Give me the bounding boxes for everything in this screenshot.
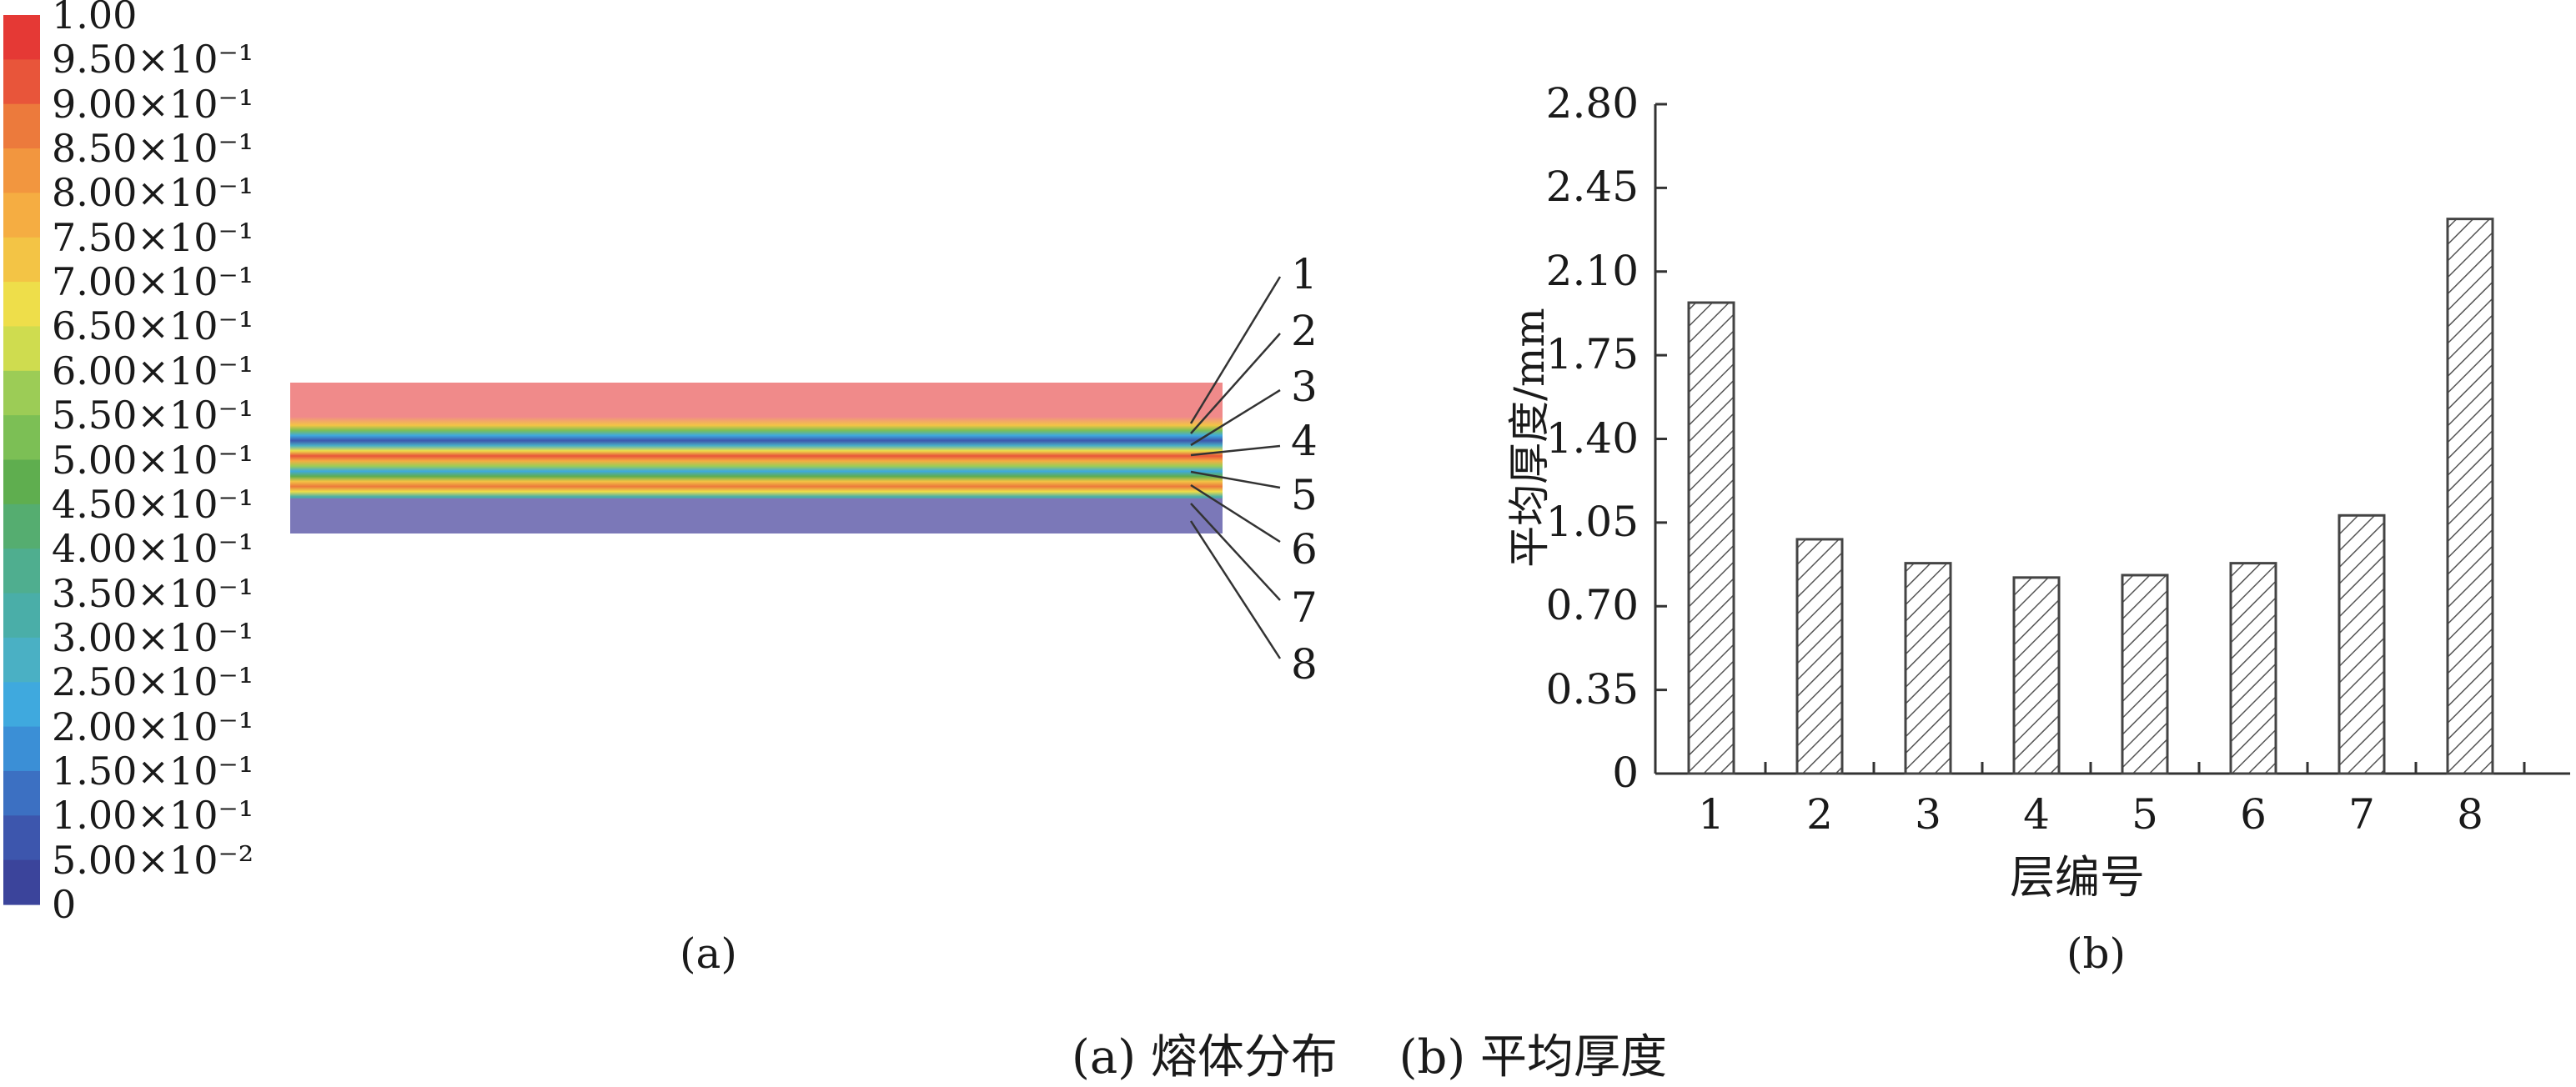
y-ticks [1655,103,1667,775]
bar [1795,538,1844,775]
leader-line [1190,333,1281,434]
colorbar-tick-label: 4.50×10⁻¹ [52,481,254,527]
colorbar-tick-label: 3.50×10⁻¹ [52,570,254,616]
colorbar-segment [3,503,40,549]
panel-label-a: (a) [680,929,737,978]
colorbar-segment [3,282,40,328]
field-interface-bands [290,417,1223,502]
x-axis-label: 层编号 [2010,851,2145,904]
colorbar-segment [3,326,40,372]
colorbar-segment [3,637,40,683]
layer-label: 2 [1291,307,1318,355]
y-tick-label: 2.45 [1545,163,1639,212]
layer-label: 8 [1291,640,1318,689]
colorbar-tick-label: 8.00×10⁻¹ [52,170,254,216]
bar [2446,218,2494,775]
leader-line [1190,444,1281,457]
figure-caption: (a) 熔体分布 (b) 平均厚度 [1072,1030,1668,1084]
leader-line [1190,470,1281,489]
colorbar-tick-label: 1.50×10⁻¹ [52,748,254,794]
layer-label: 3 [1291,363,1318,411]
colorbar-tick-label: 7.50×10⁻¹ [52,214,254,260]
colorbar-segment [3,593,40,639]
colorbar-segment [3,193,40,238]
colorbar-segment [3,859,40,905]
leader-line [1189,276,1282,424]
leader-line [1190,388,1281,447]
y-tick-label: 2.10 [1545,246,1639,295]
bar [1904,562,1952,775]
y-tick-label: 1.75 [1545,330,1639,379]
colorbar-segment [3,815,40,861]
colorbar-tick-label: 7.00×10⁻¹ [52,259,254,305]
x-tick-label: 1 [1698,790,1725,839]
colorbar-segment [3,682,40,728]
panel-label-b: (b) [2066,929,2127,978]
bars [1687,218,2494,775]
layer-label: 5 [1291,471,1318,519]
colorbar-tick-label: 1.00×10⁻¹ [52,793,254,839]
bar [2121,574,2169,775]
colorbar-tick-label: 2.50×10⁻¹ [52,659,254,705]
x-tick-label: 7 [2348,790,2375,839]
x-ticks [1764,762,2526,774]
leader-line [1189,520,1282,659]
colorbar-tick-label: 9.00×10⁻¹ [52,81,254,127]
bar [1687,301,1735,775]
x-tick-label: 4 [2023,790,2050,839]
field-top-layer [290,383,1223,419]
colorbar-tick-label: 0 [52,882,77,927]
colorbar-segment [3,415,40,461]
layer-label: 7 [1291,584,1318,632]
x-tick-label: 5 [2132,790,2158,839]
field-bottom-layer [290,498,1223,533]
colorbar-tick-label: 1.00 [52,0,138,38]
leader-line [1190,483,1281,544]
colorbar-tick-label: 3.00×10⁻¹ [52,614,254,660]
colorbar-segment [3,726,40,772]
y-tick-label: 1.40 [1545,413,1639,463]
bar [2337,513,2386,775]
layer-label: 4 [1291,417,1318,465]
colorbar-tick-label: 2.00×10⁻¹ [52,704,254,749]
layer-leader-lines [1189,276,1282,659]
y-tick-label: 2.80 [1545,79,1639,128]
y-tick-label: 0.35 [1545,664,1639,714]
x-tick-label: 2 [1806,790,1833,839]
leader-line [1190,503,1281,601]
colorbar-segment [3,148,40,193]
colorbar-segment [3,549,40,594]
x-tick-label: 6 [2240,790,2267,839]
y-tick-label: 1.05 [1545,497,1639,546]
y-tick-label: 0 [1612,749,1639,797]
x-tick-label: 3 [1915,790,1941,839]
colorbar-segment [3,770,40,816]
colorbar-segment [3,15,40,60]
colorbar-tick-label: 4.00×10⁻¹ [52,526,254,572]
colorbar-segment [3,459,40,505]
bar [2229,562,2277,775]
colorbar-tick-label: 8.50×10⁻¹ [52,126,254,172]
colorbar-segment [3,59,40,105]
y-axis-label-text: 平均厚度/mm [1505,308,1554,568]
colorbar-tick-label: 6.00×10⁻¹ [52,348,254,393]
colorbar-tick-label: 5.00×10⁻¹ [52,437,254,483]
colorbar-tick-label: 6.50×10⁻¹ [52,303,254,349]
x-tick-label: 8 [2457,790,2483,839]
colorbar-segment [3,370,40,416]
colorbar-segment [3,237,40,283]
colorbar-tick-label: 9.50×10⁻¹ [52,37,254,83]
y-tick-label: 0.70 [1545,581,1639,630]
layer-label: 6 [1291,525,1318,574]
colorbar-segment [3,103,40,149]
bar [2012,576,2061,775]
layer-label: 1 [1291,250,1318,298]
colorbar-tick-label: 5.50×10⁻¹ [52,393,254,438]
colorbar-tick-label: 5.00×10⁻² [52,837,254,883]
